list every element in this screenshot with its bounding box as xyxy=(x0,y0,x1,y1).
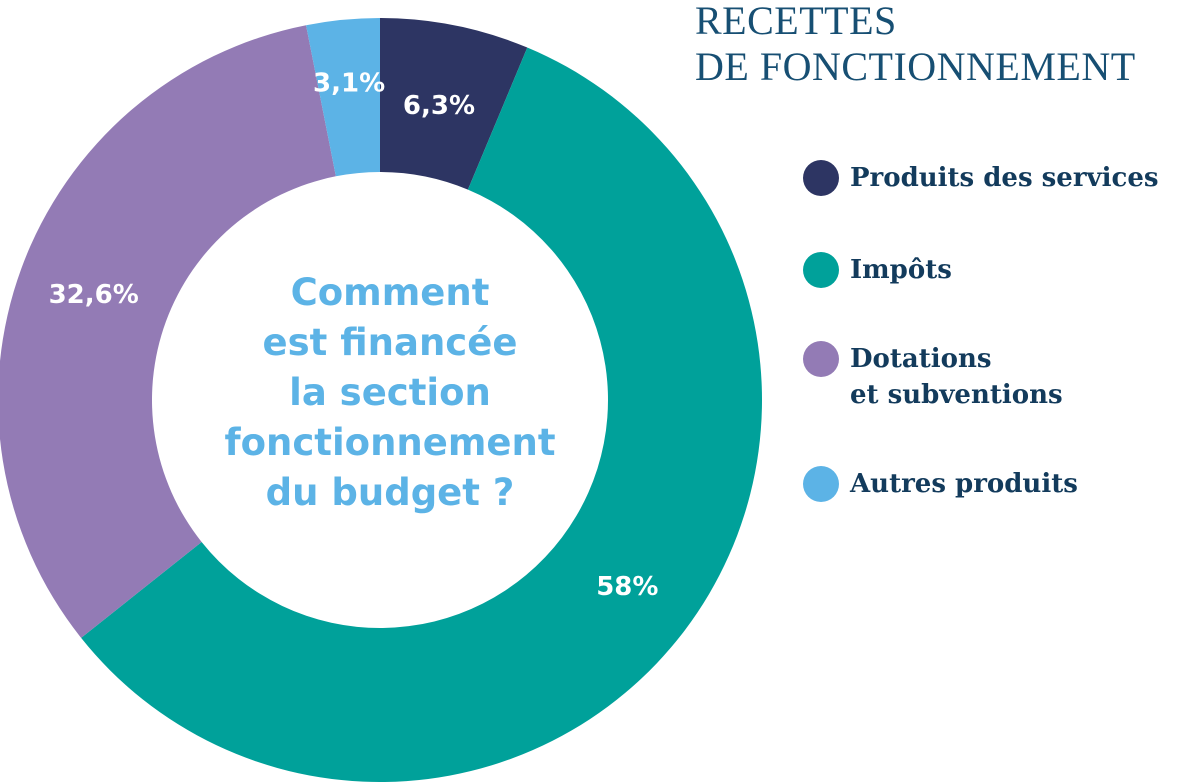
chart-title: RECETTES DE FONCTIONNEMENT xyxy=(695,0,1136,90)
legend-swatch xyxy=(803,160,839,196)
center-question-line: la section xyxy=(289,371,491,414)
legend-label-line: Produits des services xyxy=(850,163,1159,193)
slice-value-label: 32,6% xyxy=(49,280,139,310)
donut-chart: 6,3% 58% 32,6% 3,1% xyxy=(0,18,762,782)
legend-label: Produits des services xyxy=(850,160,1159,196)
slice-imp-ts xyxy=(81,47,762,782)
legend-label: Dotations et subventions xyxy=(850,341,1063,413)
chart-title-line: DE FONCTIONNEMENT xyxy=(695,44,1136,89)
center-question-line: Comment xyxy=(290,271,490,314)
legend-label-line: Impôts xyxy=(850,255,952,285)
chart-title-line: RECETTES xyxy=(695,0,897,43)
legend-label-line: et subventions xyxy=(850,380,1063,410)
center-question-line: du budget ? xyxy=(265,471,515,514)
center-question-line: fonctionnement xyxy=(224,421,556,464)
slice-produits-des-services xyxy=(380,18,528,190)
legend-swatch xyxy=(803,252,839,288)
slice-value-label: 3,1% xyxy=(313,69,385,99)
center-question-line: est financée xyxy=(262,321,518,364)
legend-label-line: Dotations xyxy=(850,344,992,374)
legend-swatch xyxy=(803,466,839,502)
legend-label-line: Autres produits xyxy=(850,469,1078,499)
slice-value-label: 6,3% xyxy=(403,91,475,121)
legend-label: Impôts xyxy=(850,252,952,288)
slice-value-label: 58% xyxy=(596,572,658,602)
legend-swatch xyxy=(803,341,839,377)
center-question: Comment est financée la section fonction… xyxy=(200,268,580,518)
slice-autres-produits xyxy=(306,18,380,177)
slice-dotations-et-subventions xyxy=(0,25,336,638)
legend-label: Autres produits xyxy=(850,466,1078,502)
